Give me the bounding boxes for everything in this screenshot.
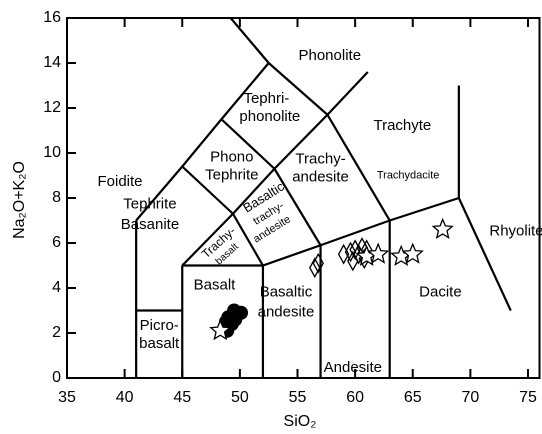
field-label: Phonolite: [298, 47, 361, 64]
field-label: Tephrite: [205, 166, 258, 183]
field-label: Trachyte: [373, 117, 431, 134]
field-boundary: [220, 118, 276, 170]
x-tick-label: 45: [173, 389, 191, 406]
field-boundary: [457, 197, 512, 311]
y-tick-label: 14: [43, 54, 61, 71]
y-axis-label: Na₂O+K₂O: [11, 161, 28, 239]
x-tick-label: 75: [519, 389, 537, 406]
x-axis-label: SiO₂: [284, 413, 317, 430]
x-tick-label: 70: [461, 389, 479, 406]
field-label: Andesite: [324, 359, 382, 376]
point: [367, 242, 390, 264]
field-boundary: [135, 62, 270, 222]
y-tick-label: 12: [43, 99, 61, 116]
field-boundary: [232, 213, 264, 267]
x-tick-label: 40: [116, 389, 134, 406]
field-label: andesite: [258, 304, 315, 321]
x-tick-label: 35: [58, 389, 76, 406]
point: [234, 305, 249, 320]
y-tick-label: 16: [43, 9, 61, 26]
point: [309, 257, 321, 279]
point: [344, 241, 357, 263]
field-label: Basaltic: [260, 283, 313, 300]
field-label: Basanite: [121, 216, 179, 233]
field-boundary: [229, 17, 270, 64]
y-tick-label: 4: [52, 279, 61, 296]
field-boundary: [273, 168, 322, 246]
field-label: Trachy-: [295, 151, 345, 168]
x-tick-label: 65: [404, 389, 422, 406]
field-label: andesite: [292, 169, 349, 186]
field-boundary: [326, 114, 391, 222]
field-label: Picro-: [140, 317, 179, 334]
field-label: phonolite: [239, 108, 300, 125]
field-boundary: [267, 62, 329, 116]
y-tick-label: 10: [43, 144, 61, 161]
field-label: Basalt: [194, 277, 237, 294]
field-label: basalt: [139, 335, 180, 352]
y-tick-label: 2: [52, 324, 61, 341]
point: [337, 243, 350, 265]
field-label: Trachydacite: [377, 169, 440, 181]
field-label: Foidite: [97, 173, 142, 190]
x-tick-label: 60: [346, 389, 364, 406]
point: [431, 217, 454, 239]
x-tick-label: 50: [231, 389, 249, 406]
y-tick-label: 0: [52, 369, 61, 386]
field-label: Tephrite: [123, 196, 176, 213]
point: [347, 250, 359, 272]
x-tick-label: 55: [289, 389, 307, 406]
point: [312, 252, 324, 274]
point: [209, 319, 232, 341]
y-tick-label: 8: [52, 189, 61, 206]
point: [401, 242, 424, 264]
field-boundary: [181, 165, 234, 215]
y-tick-label: 6: [52, 234, 61, 251]
field-label: Rhyolite: [489, 223, 542, 240]
field-label: Phono: [210, 148, 253, 165]
field-label: Tephri-: [243, 90, 289, 107]
field-label: Dacite: [419, 283, 462, 300]
